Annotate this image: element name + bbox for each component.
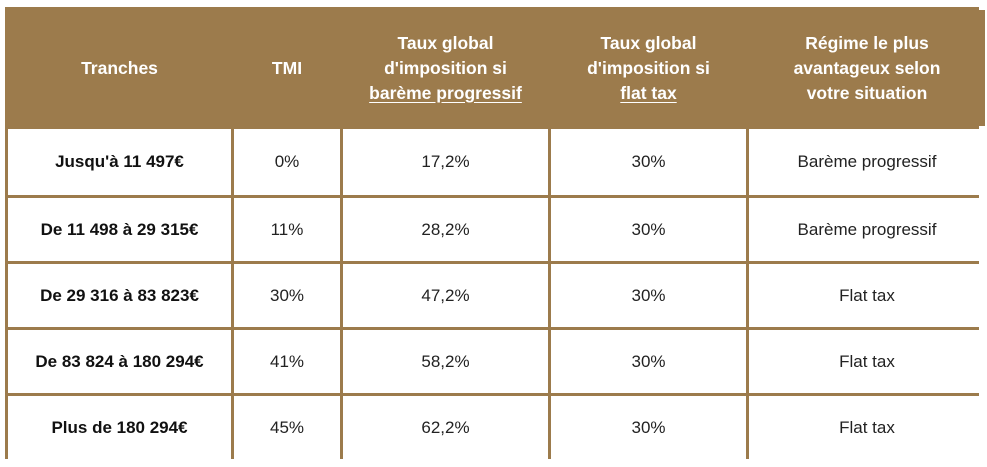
header-taux-bareme-line1: Taux global <box>397 32 494 53</box>
header-taux-bareme: Taux global d'imposition si barème progr… <box>343 10 548 126</box>
header-taux-bareme-line3: barème progressif <box>369 82 522 103</box>
header-tranches-label: Tranches <box>81 57 158 78</box>
cell-taux-bareme: 62,2% <box>343 396 548 459</box>
cell-regime: Flat tax <box>749 264 985 327</box>
cell-tmi: 0% <box>234 129 340 195</box>
cell-tmi: 11% <box>234 198 340 261</box>
header-taux-bareme-line2: d'imposition si <box>384 57 507 78</box>
cell-taux-bareme: 47,2% <box>343 264 548 327</box>
cell-taux-bareme: 17,2% <box>343 129 548 195</box>
header-taux-flat-line3: flat tax <box>620 82 677 103</box>
header-taux-flat-line1: Taux global <box>600 32 697 53</box>
cell-taux-flat: 30% <box>551 198 746 261</box>
cell-tmi: 30% <box>234 264 340 327</box>
header-tmi-label: TMI <box>271 57 303 78</box>
cell-regime: Barème progressif <box>749 129 985 195</box>
cell-regime: Barème progressif <box>749 198 985 261</box>
cell-taux-bareme: 28,2% <box>343 198 548 261</box>
cell-tranche: De 83 824 à 180 294€ <box>8 330 231 393</box>
header-taux-flat: Taux global d'imposition si flat tax <box>551 10 746 126</box>
cell-tmi: 41% <box>234 330 340 393</box>
header-tranches: Tranches <box>8 10 231 126</box>
header-taux-flat-line2: d'imposition si <box>587 57 710 78</box>
cell-taux-flat: 30% <box>551 264 746 327</box>
tax-comparison-table: Tranches TMI Taux global d'imposition si… <box>5 7 985 459</box>
cell-taux-flat: 30% <box>551 129 746 195</box>
cell-regime: Flat tax <box>749 330 985 393</box>
cell-regime: Flat tax <box>749 396 985 459</box>
cell-tranche: De 11 498 à 29 315€ <box>8 198 231 261</box>
cell-taux-flat: 30% <box>551 330 746 393</box>
cell-tranche: Jusqu'à 11 497€ <box>8 129 231 195</box>
header-regime-line1: Régime le plus <box>805 32 929 53</box>
cell-taux-bareme: 58,2% <box>343 330 548 393</box>
cell-tranche: Plus de 180 294€ <box>8 396 231 459</box>
cell-taux-flat: 30% <box>551 396 746 459</box>
header-regime-line2: avantageux selon <box>793 57 941 78</box>
cell-tmi: 45% <box>234 396 340 459</box>
header-regime: Régime le plus avantageux selon votre si… <box>749 10 985 126</box>
header-regime-line3: votre situation <box>806 82 928 103</box>
header-tmi: TMI <box>234 10 340 126</box>
cell-tranche: De 29 316 à 83 823€ <box>8 264 231 327</box>
